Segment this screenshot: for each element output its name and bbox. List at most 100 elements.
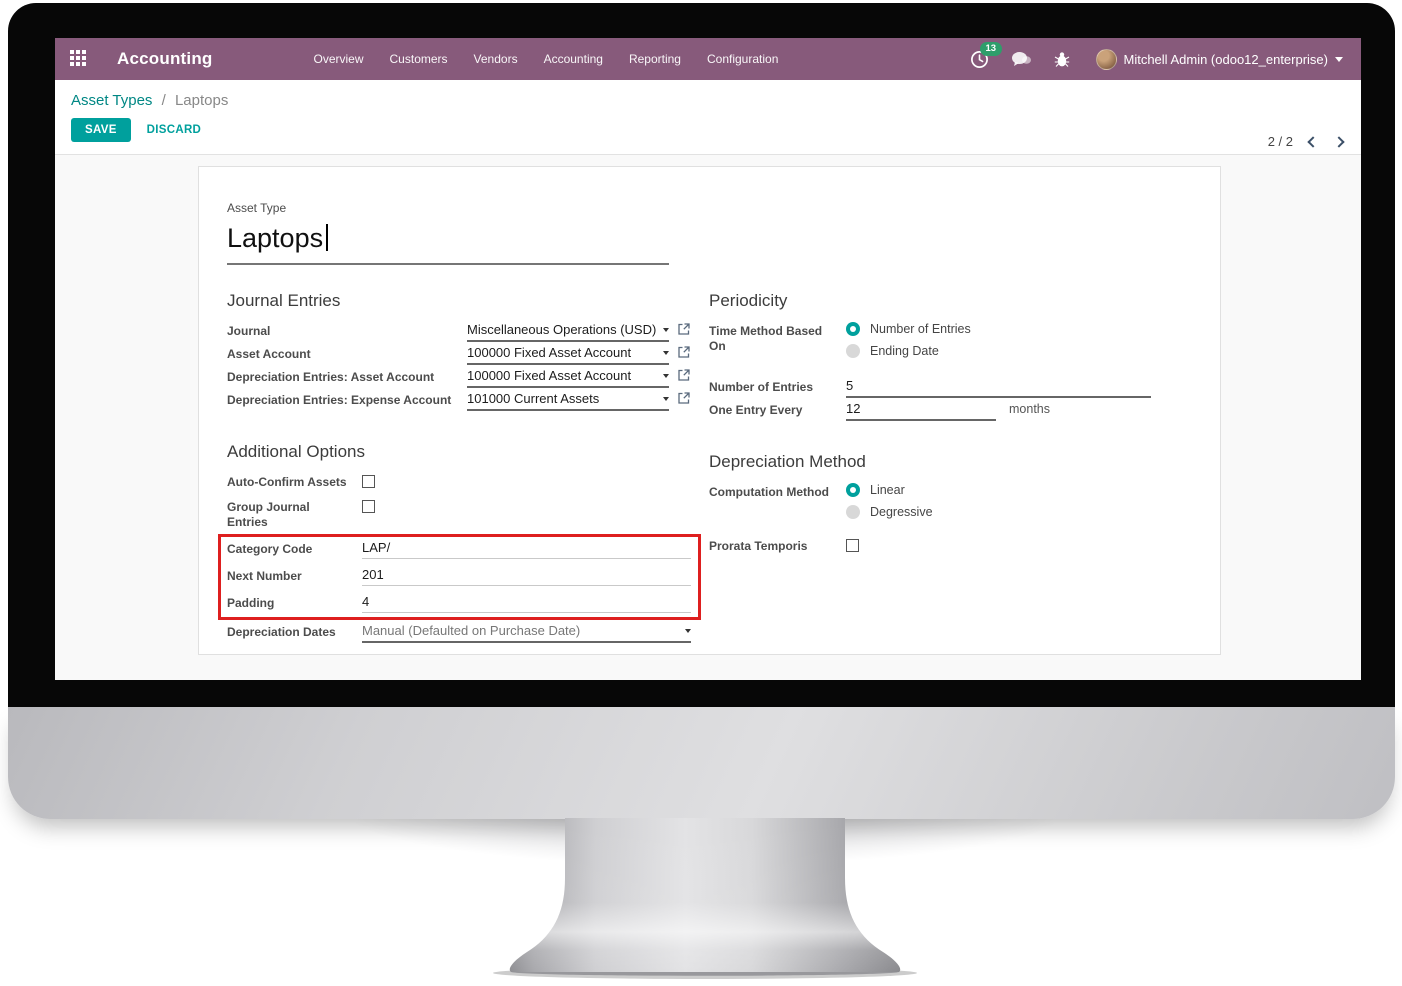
field-padding: Padding 4 [227, 594, 691, 614]
journal-label: Journal [227, 324, 271, 338]
dropdown-caret-icon [663, 351, 669, 358]
asset-type-label: Asset Type [227, 201, 287, 215]
dropdown-caret-icon [663, 397, 669, 404]
months-unit-label: months [1009, 402, 1050, 416]
dropdown-caret-icon [685, 629, 691, 636]
field-asset-account: Asset Account 100000 Fixed Asset Account [227, 345, 691, 365]
dep-asset-account-label: Depreciation Entries: Asset Account [227, 370, 435, 384]
pager: 2 / 2 [1267, 134, 1345, 149]
dropdown-caret-icon [663, 328, 669, 335]
radio-selected-icon[interactable] [846, 322, 860, 336]
pager-next-icon[interactable] [1333, 135, 1345, 148]
next-number-label: Next Number [227, 569, 302, 583]
internal-link-icon[interactable] [678, 346, 690, 358]
asset-type-input[interactable]: Laptops [227, 223, 669, 265]
group-journal-checkbox[interactable] [362, 500, 375, 513]
radio-selected-icon[interactable] [846, 483, 860, 497]
menu-customers[interactable]: Customers [389, 52, 448, 66]
radio-degressive[interactable]: Degressive [846, 505, 933, 519]
field-group-journal: Group Journal Entries [227, 498, 691, 530]
auto-confirm-checkbox[interactable] [362, 475, 375, 488]
user-menu-caret-icon[interactable] [1335, 56, 1343, 66]
user-avatar[interactable] [1095, 48, 1117, 70]
field-one-entry-every: One Entry Every 12 months [709, 401, 1190, 421]
control-panel: Asset Types / Laptops SAVE DISCARD 2 / 2 [55, 80, 1361, 155]
field-category-code: Category Code LAP/ [227, 540, 691, 560]
menu-overview[interactable]: Overview [313, 52, 364, 66]
menu-accounting[interactable]: Accounting [543, 52, 603, 66]
dropdown-caret-icon [663, 374, 669, 381]
additional-options-title: Additional Options [227, 442, 365, 461]
field-depreciation-dates: Depreciation Dates Manual (Defaulted on … [227, 623, 691, 643]
journal-entries-title: Journal Entries [227, 291, 341, 310]
next-number-input[interactable]: 201 [362, 567, 691, 586]
dep-expense-account-label: Depreciation Entries: Expense Account [227, 393, 452, 407]
dep-asset-account-select[interactable]: 100000 Fixed Asset Account [467, 368, 669, 388]
periodicity-title: Periodicity [709, 291, 788, 310]
breadcrumb-current: Laptops [174, 92, 229, 109]
pager-prev-icon[interactable] [1307, 135, 1319, 148]
depreciation-dates-select[interactable]: Manual (Defaulted on Purchase Date) [362, 623, 691, 643]
form-sheet: Asset Type Laptops Journal Entries Journ… [198, 166, 1221, 655]
breadcrumb: Asset Types / Laptops [71, 92, 1345, 109]
top-menu: Overview Customers Vendors Accounting Re… [301, 52, 792, 66]
monitor-stand [493, 818, 917, 979]
internal-link-icon[interactable] [678, 369, 690, 381]
asset-account-select[interactable]: 100000 Fixed Asset Account [467, 345, 669, 365]
activity-count-badge: 13 [979, 41, 1003, 56]
field-auto-confirm: Auto-Confirm Assets [227, 473, 691, 493]
category-code-input[interactable]: LAP/ [362, 540, 691, 559]
systray: 13 Mitchell Admin (odoo12_enterprise) [948, 41, 1343, 70]
field-time-method: Time Method Based On Number of Entries E… [709, 322, 1190, 366]
one-entry-every-input[interactable]: 12 [846, 401, 996, 421]
journal-select[interactable]: Miscellaneous Operations (USD) [467, 322, 669, 342]
number-of-entries-label: Number of Entries [709, 380, 814, 394]
internal-link-icon[interactable] [678, 392, 690, 404]
radio-ending-date[interactable]: Ending Date [846, 344, 971, 358]
activity-clock-icon[interactable]: 13 [970, 41, 1003, 69]
breadcrumb-separator: / [161, 92, 166, 109]
messages-icon[interactable] [1011, 51, 1032, 68]
padding-label: Padding [227, 596, 275, 610]
menu-configuration[interactable]: Configuration [706, 52, 779, 66]
menu-vendors[interactable]: Vendors [473, 52, 518, 66]
menu-reporting[interactable]: Reporting [628, 52, 681, 66]
field-dep-expense-account: Depreciation Entries: Expense Account 10… [227, 391, 691, 411]
field-next-number: Next Number 201 [227, 567, 691, 587]
bug-icon[interactable] [1054, 51, 1070, 68]
save-button[interactable]: SAVE [71, 118, 131, 142]
number-of-entries-input[interactable]: 5 [846, 378, 1151, 398]
apps-grid-icon[interactable] [70, 50, 88, 68]
category-code-label: Category Code [227, 542, 313, 556]
padding-input[interactable]: 4 [362, 594, 691, 613]
radio-linear[interactable]: Linear [846, 483, 933, 497]
red-highlight-box: Category Code LAP/ Next Number 201 Paddi… [218, 534, 701, 620]
asset-account-label: Asset Account [227, 347, 311, 361]
field-dep-asset-account: Depreciation Entries: Asset Account 1000… [227, 368, 691, 388]
radio-unselected-icon[interactable] [846, 344, 860, 358]
field-number-of-entries: Number of Entries 5 [709, 378, 1190, 398]
content-area: Asset Type Laptops Journal Entries Journ… [55, 155, 1361, 680]
dep-expense-account-select[interactable]: 101000 Current Assets [467, 391, 669, 411]
prorata-checkbox[interactable] [846, 539, 859, 552]
user-menu[interactable]: Mitchell Admin (odoo12_enterprise) [1123, 51, 1329, 67]
pager-count: 2 / 2 [1267, 134, 1293, 149]
computation-method-label: Computation Method [709, 485, 829, 499]
screen: Accounting Overview Customers Vendors Ac… [55, 38, 1361, 680]
auto-confirm-label: Auto-Confirm Assets [227, 475, 347, 489]
field-computation-method: Computation Method Linear Degressive [709, 483, 1190, 527]
prorata-temporis-label: Prorata Temporis [709, 539, 808, 553]
breadcrumb-asset-types[interactable]: Asset Types [71, 92, 153, 109]
depreciation-dates-label: Depreciation Dates [227, 625, 336, 639]
discard-button[interactable]: DISCARD [146, 124, 202, 136]
text-cursor [326, 224, 329, 251]
internal-link-icon[interactable] [678, 323, 690, 335]
radio-unselected-icon[interactable] [846, 505, 860, 519]
monitor-chin [8, 707, 1395, 819]
depreciation-method-title: Depreciation Method [709, 452, 866, 471]
field-prorata-temporis: Prorata Temporis [709, 537, 1190, 557]
radio-number-of-entries[interactable]: Number of Entries [846, 322, 971, 336]
app-name[interactable]: Accounting [117, 49, 213, 68]
group-journal-label: Group Journal Entries [227, 500, 310, 529]
navbar: Accounting Overview Customers Vendors Ac… [55, 38, 1361, 80]
